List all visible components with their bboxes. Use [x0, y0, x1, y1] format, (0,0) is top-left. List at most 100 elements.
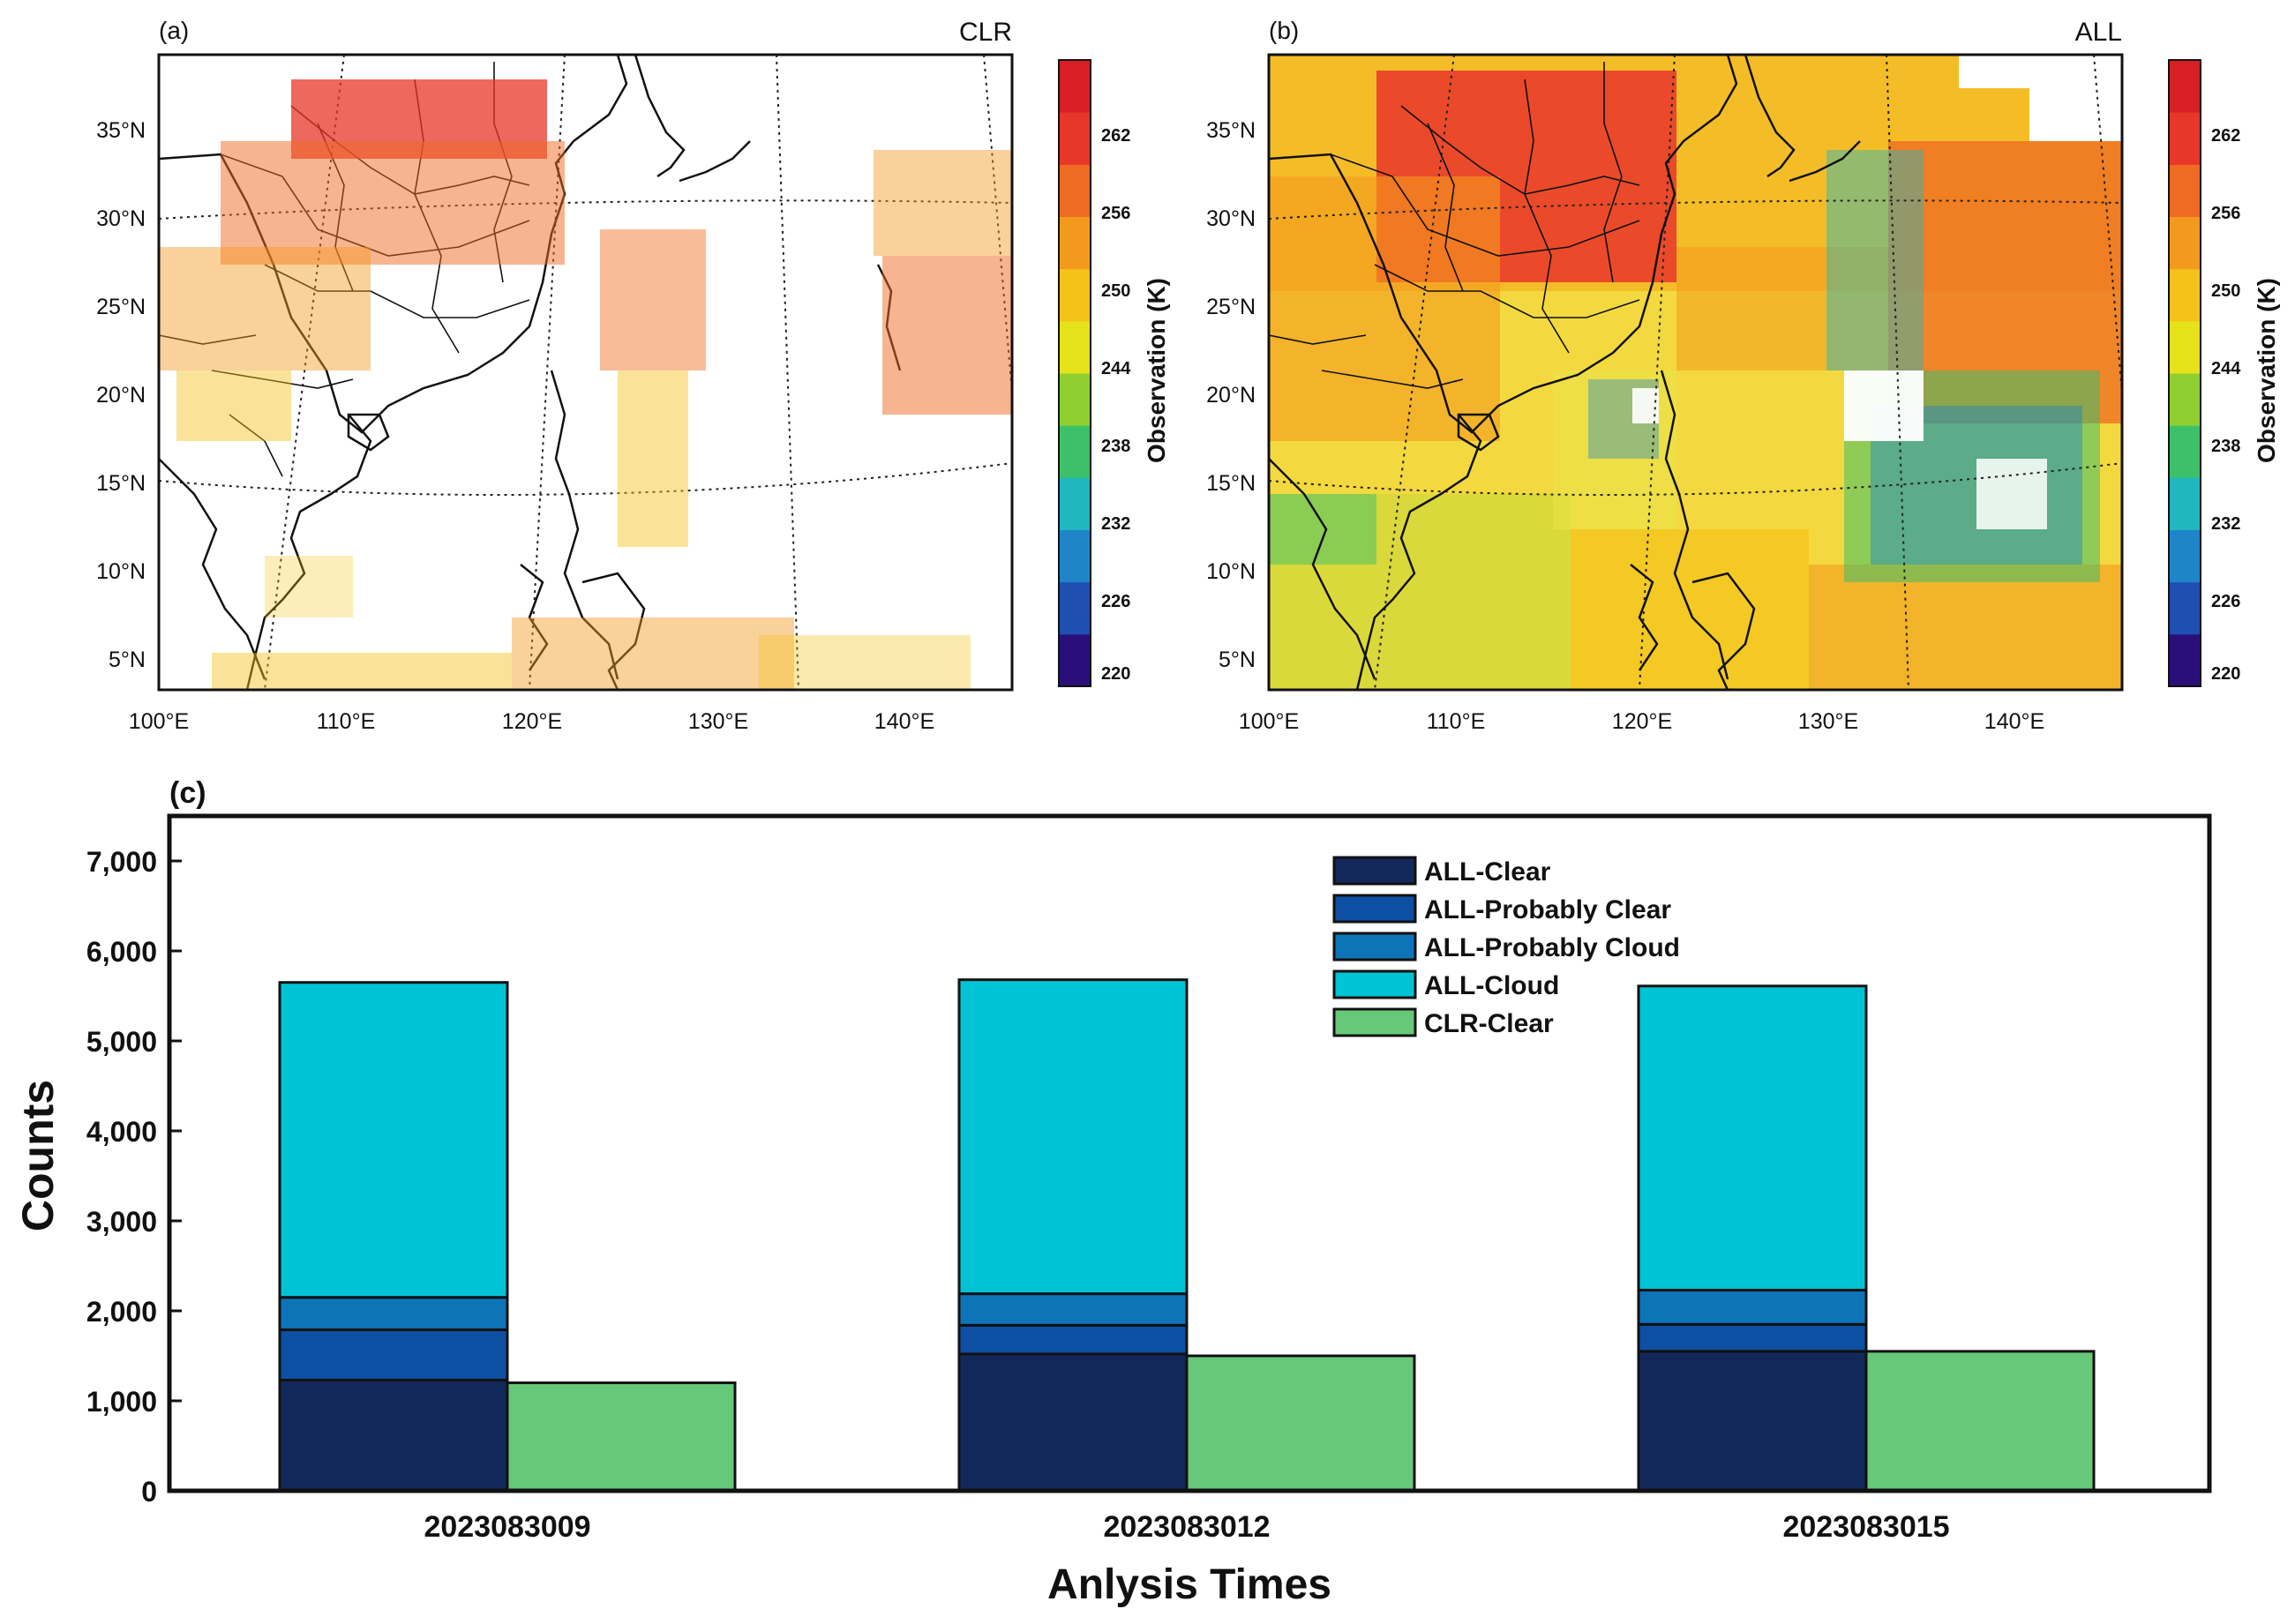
legend-label: CLR-Clear — [1424, 1009, 1554, 1038]
lon-tick-label: 100°E — [129, 709, 189, 734]
y-tick-label: 6,000 — [86, 936, 157, 968]
colorbar-segment — [2169, 60, 2201, 113]
colorbar-segment — [2169, 164, 2201, 217]
colorbar-segment — [2169, 581, 2201, 635]
colorbar-segment — [2169, 268, 2201, 322]
legend-swatch — [1332, 969, 1417, 999]
colorbar-tick-label: 244 — [2211, 359, 2241, 378]
map-b-land — [1269, 55, 1861, 690]
colorbar-tick-label: 220 — [2211, 664, 2240, 684]
bar-all-probably-cloud — [1637, 1289, 1868, 1326]
legend-swatch — [1332, 932, 1417, 962]
lon-tick-label: 110°E — [317, 709, 376, 734]
colorbar-tick-label: 244 — [1101, 359, 1131, 378]
bar-all-probably-cloud — [278, 1296, 509, 1331]
colorbar-tick-label: 262 — [2211, 126, 2240, 146]
colorbar-segment — [1059, 529, 1091, 583]
colorbar-tick-label: 256 — [2211, 204, 2240, 223]
colorbar-tick-label: 250 — [2211, 281, 2240, 301]
lat-tick-label: 10°N — [1206, 559, 1256, 584]
lat-tick-label: 30°N — [96, 206, 146, 231]
colorbar-segment — [1059, 425, 1091, 478]
legend-swatch — [1332, 894, 1417, 924]
colorbar-tick-label: 238 — [2211, 437, 2240, 456]
bar-clr-clear — [1864, 1350, 2096, 1493]
colorbar-a-frame — [1058, 59, 1091, 687]
colorbar-tick-label: 238 — [1101, 437, 1130, 456]
panel-a-title: CLR — [959, 18, 1012, 47]
map-a-frame — [157, 53, 1014, 692]
lon-tick-label: 130°E — [1798, 709, 1858, 734]
colorbar-a-ticks: 262 256 250 244 238 232 226 220 — [1101, 126, 1131, 684]
y-tick-label: 3,000 — [86, 1206, 157, 1238]
y-tick-label: 2,000 — [86, 1296, 157, 1328]
bar-all-cloud — [957, 978, 1189, 1296]
lon-tick-label: 110°E — [1427, 709, 1486, 734]
lat-tick-label: 25°N — [1206, 295, 1256, 319]
y-axis: 0 1,000 2,000 3,000 4,000 5,000 6,000 7,000 — [86, 846, 182, 1508]
bar-chart-panel-c: (c) 0 1,000 2,000 3,000 4,000 5,000 6,000 7,000… — [13, 776, 2212, 1608]
legend-swatch — [1332, 856, 1417, 886]
colorbar-segment — [2169, 112, 2201, 165]
map-b-lon-axis: 100°E 110°E 120°E 130°E 140°E — [1239, 709, 2044, 734]
colorbar-segment — [1059, 60, 1091, 113]
panel-c-label: (c) — [169, 776, 206, 810]
colorbar-segment — [2169, 477, 2201, 530]
colorbar-tick-label: 262 — [1101, 126, 1130, 146]
lat-tick-label: 15°N — [1206, 471, 1256, 496]
x-tick-label: 2023083015 — [1782, 1510, 1949, 1544]
colorbar-b: 262 256 250 244 238 232 226 220 Observat… — [2168, 59, 2280, 687]
plot-frame — [167, 813, 2212, 1493]
lon-tick-label: 120°E — [502, 709, 562, 734]
colorbar-segment — [2169, 529, 2201, 583]
x-tick-label: 2023083009 — [424, 1510, 590, 1544]
map-b-lat-axis: 35°N 30°N 25°N 20°N 15°N 10°N 5°N — [1206, 118, 1256, 672]
colorbar-b-ticks: 262 256 250 244 238 232 226 220 — [2211, 126, 2241, 684]
colorbar-segment — [2169, 633, 2201, 687]
lon-tick-label: 100°E — [1239, 709, 1299, 734]
colorbar-a-segments — [1059, 60, 1091, 687]
colorbar-tick-label: 256 — [1101, 204, 1130, 223]
map-a-observations — [159, 79, 1012, 690]
colorbar-segment — [1059, 633, 1091, 687]
map-panel-b: (b) ALL — [1206, 17, 2280, 734]
colorbar-a: 262 256 250 244 238 232 226 220 Observat… — [1058, 59, 1170, 687]
colorbar-segment — [2169, 425, 2201, 478]
colorbar-b-frame — [2168, 59, 2201, 687]
lat-tick-label: 5°N — [109, 647, 146, 672]
colorbar-tick-label: 226 — [2211, 592, 2240, 611]
legend-label: ALL-Probably Cloud — [1424, 933, 1680, 962]
colorbar-b-label: Observation (K) — [2253, 278, 2280, 463]
x-tick-label: 2023083012 — [1103, 1510, 1270, 1544]
colorbar-segment — [1059, 164, 1091, 217]
legend-label: ALL-Probably Clear — [1424, 895, 1671, 924]
bar-clr-clear — [506, 1381, 737, 1493]
colorbar-segment — [1059, 320, 1091, 374]
lat-tick-label: 20°N — [96, 383, 146, 408]
bar-all-clear — [957, 1352, 1189, 1493]
legend-swatch — [1332, 1007, 1417, 1037]
legend-label: ALL-Cloud — [1424, 971, 1559, 1000]
y-tick-label: 7,000 — [86, 846, 157, 878]
colorbar-segment — [2169, 320, 2201, 374]
y-tick-label: 1,000 — [86, 1386, 157, 1418]
lat-tick-label: 15°N — [96, 471, 146, 496]
map-a-lon-axis: 100°E 110°E 120°E 130°E 140°E — [129, 709, 934, 734]
colorbar-tick-label: 250 — [1101, 281, 1130, 301]
map-a-lat-axis: 35°N 30°N 25°N 20°N 15°N 10°N 5°N — [96, 118, 146, 672]
legend: ALL-Clear ALL-Probably Clear ALL-Probably … — [1332, 856, 1680, 1038]
colorbar-segment — [2169, 216, 2201, 270]
colorbar-segment — [1059, 581, 1091, 635]
bar-all-cloud — [1637, 984, 1868, 1292]
legend-label: ALL-Clear — [1424, 857, 1551, 887]
bar-clr-clear — [1185, 1354, 1416, 1493]
map-panel-a: (a) CLR — [96, 17, 1170, 734]
colorbar-tick-label: 220 — [1101, 664, 1130, 684]
lat-tick-label: 5°N — [1219, 647, 1256, 672]
colorbar-segment — [1059, 216, 1091, 270]
colorbar-a-label: Observation (K) — [1143, 278, 1170, 463]
colorbar-tick-label: 226 — [1101, 592, 1130, 611]
map-a-content — [159, 55, 1012, 690]
y-tick-label: 4,000 — [86, 1116, 157, 1148]
